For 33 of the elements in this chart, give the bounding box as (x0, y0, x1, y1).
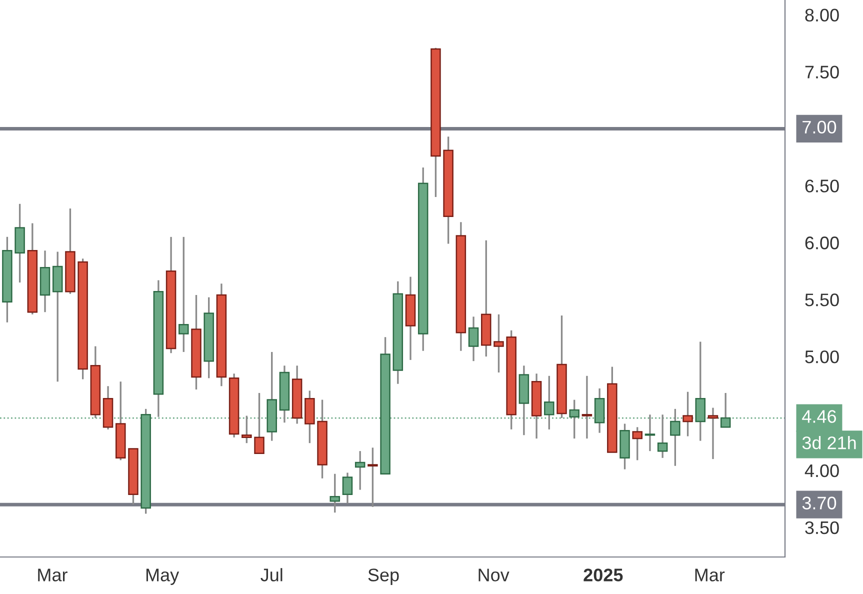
candlestick (582, 375, 592, 440)
candlestick (178, 236, 189, 353)
ref-line-label: 4.46 (802, 410, 836, 423)
x-tick-label: May (146, 568, 180, 585)
candlestick (254, 392, 264, 454)
y-tick-label: 7.50 (805, 66, 839, 78)
y-tick-label: 8.00 (805, 8, 839, 22)
candlestick (342, 472, 353, 504)
candlestick (544, 375, 554, 430)
candlestick (330, 473, 340, 514)
y-tick-label: 4.00 (804, 464, 839, 478)
candlestick (494, 314, 504, 374)
ref-line-label: 3.70 (802, 496, 836, 510)
x-tick-label: Sep (368, 568, 399, 585)
text: 3d 21h (802, 436, 856, 450)
ref-line-label: 7.00 (802, 120, 836, 134)
candlestick (368, 446, 378, 508)
y-tick-label: 6.50 (805, 180, 839, 192)
candlestick (468, 316, 479, 362)
candlestick (354, 450, 366, 491)
x-tick-label: 2025 (584, 568, 623, 582)
candlestick (632, 426, 642, 462)
y-tick-label: 6.00 (805, 236, 839, 250)
y-tick-label: 3.50 (805, 521, 839, 534)
x-tick-label: Mar (695, 568, 725, 582)
y-tick-label: 5.50 (805, 294, 839, 306)
candlestick (242, 414, 252, 444)
y-tick-label: 5.00 (805, 350, 839, 364)
x-tick-label: Jul (260, 568, 282, 582)
x-tick-label: Nov (478, 568, 510, 582)
candlestick (708, 406, 718, 460)
x-tick-label: Mar (38, 568, 68, 582)
candlestick (682, 391, 693, 438)
